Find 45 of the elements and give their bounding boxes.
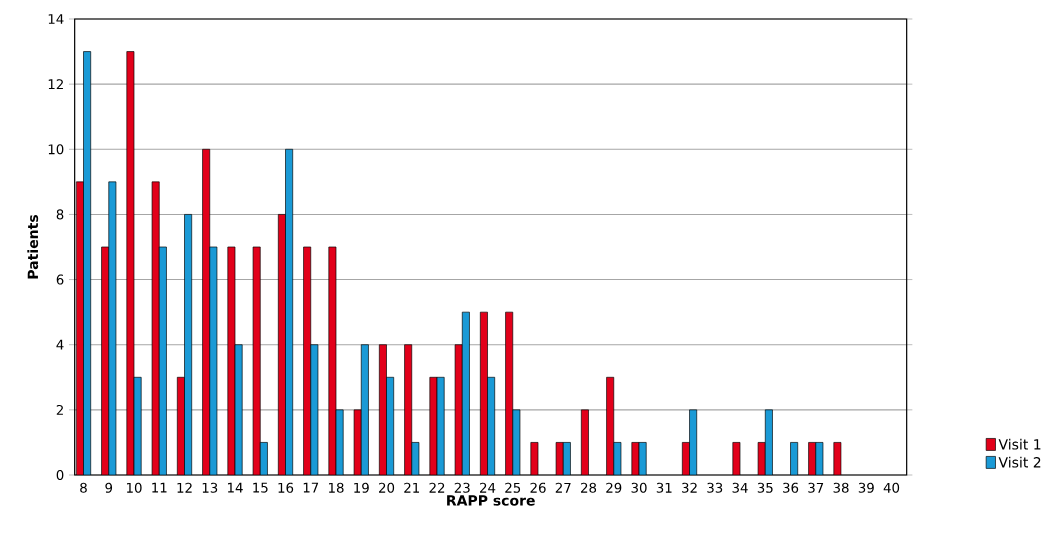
x-tick-label: 13 bbox=[202, 482, 218, 493]
x-tick-label: 35 bbox=[757, 482, 773, 493]
x-axis-title: RAPP score bbox=[447, 495, 535, 506]
x-tick-label: 27 bbox=[555, 482, 571, 493]
x-tick-label: 33 bbox=[707, 482, 723, 493]
x-tick-label: 38 bbox=[833, 482, 849, 493]
y-axis-title: Patients bbox=[27, 214, 39, 279]
x-tick-label: 22 bbox=[429, 482, 445, 493]
x-tick-label: 12 bbox=[177, 482, 192, 493]
x-tick-label: 26 bbox=[530, 482, 546, 493]
x-tick-label: 18 bbox=[328, 482, 344, 493]
x-tick-label: 11 bbox=[152, 482, 167, 493]
y-tick-label: 8 bbox=[56, 209, 64, 220]
x-tick-label: 21 bbox=[404, 482, 420, 493]
x-tick-label: 23 bbox=[454, 482, 470, 493]
x-tick-label: 20 bbox=[379, 482, 395, 493]
y-tick-label: 4 bbox=[56, 339, 64, 350]
x-tick-label: 40 bbox=[883, 482, 900, 493]
x-tick-label: 9 bbox=[105, 482, 113, 493]
x-tick-label: 36 bbox=[783, 482, 799, 493]
x-tick-label: 8 bbox=[80, 482, 87, 493]
x-tick-label: 24 bbox=[480, 482, 496, 493]
x-tick-label: 32 bbox=[682, 482, 697, 493]
y-tick-label: 14 bbox=[48, 14, 64, 24]
y-tick-label: 6 bbox=[56, 274, 64, 285]
legend-label: Visit 2 bbox=[998, 456, 1041, 468]
x-tick-label: 37 bbox=[808, 482, 824, 493]
x-tick-label: 31 bbox=[656, 482, 672, 493]
x-tick-label: 10 bbox=[126, 482, 142, 493]
y-tick-label: 10 bbox=[48, 144, 64, 155]
x-tick-label: 25 bbox=[505, 482, 521, 493]
y-tick-label: 12 bbox=[48, 79, 63, 90]
x-tick-label: 30 bbox=[631, 482, 647, 493]
y-tick-label: 2 bbox=[56, 404, 63, 415]
legend-label: Visit 1 bbox=[998, 438, 1041, 450]
x-tick-label: 16 bbox=[278, 482, 294, 493]
x-tick-label: 29 bbox=[606, 482, 622, 493]
x-tick-label: 14 bbox=[227, 482, 243, 493]
x-tick-label: 28 bbox=[581, 482, 597, 493]
x-tick-label: 15 bbox=[253, 482, 268, 493]
x-tick-label: 34 bbox=[732, 482, 748, 493]
x-tick-label: 17 bbox=[303, 482, 319, 493]
x-tick-label: 19 bbox=[354, 482, 369, 493]
x-tick-label: 39 bbox=[858, 482, 874, 493]
y-tick-label: 0 bbox=[56, 469, 64, 481]
